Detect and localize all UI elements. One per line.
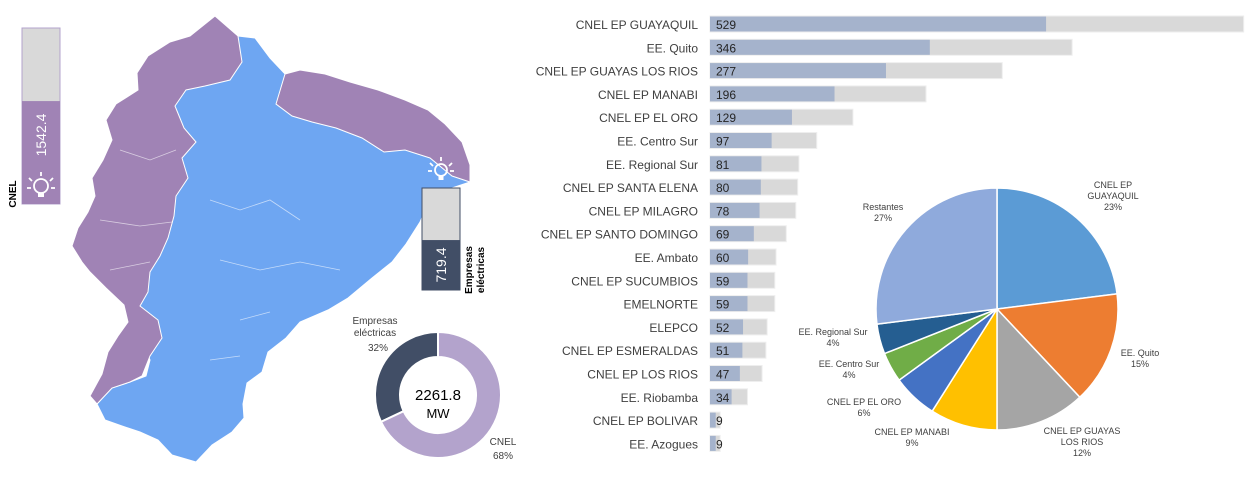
bar-category-label-ee-ambato: EE. Ambato bbox=[635, 251, 699, 265]
bar-cnel-ep-sucumbios bbox=[710, 272, 748, 288]
map-region-cnel-northeast bbox=[275, 69, 471, 183]
donut-label-cnel-pct: 68% bbox=[493, 451, 513, 462]
pie-label-cnel-ep-manabi: CNEL EP MANABI 9% bbox=[874, 427, 949, 448]
pie-slice-cnel-ep-guayaquil bbox=[996, 187, 1118, 310]
map-region-cnel-coast bbox=[71, 15, 243, 405]
pie-chart: CNEL EP GUAYAQUIL 23% EE. Quito 15% CNEL EP G… bbox=[798, 180, 1159, 458]
donut-label-empresas-line1: Empresas bbox=[352, 316, 397, 327]
pie-label-ee-centro-sur: EE. Centro Sur 4% bbox=[819, 359, 880, 380]
bar-category-label-ee-azogues: EE. Azogues bbox=[629, 437, 698, 451]
bar-ee-azogues bbox=[710, 435, 716, 451]
bar-category-label-cnel-ep-guayas-los-rios: CNEL EP GUAYAS LOS RIOS bbox=[536, 65, 698, 79]
bar-cnel-ep-santo-domingo bbox=[710, 226, 754, 242]
bar-cnel-ep-santa-elena bbox=[710, 179, 761, 195]
bar-category-label-emelnorte: EMELNORTE bbox=[624, 298, 698, 312]
bar-category-label-elepco: ELEPCO bbox=[649, 321, 698, 335]
bar-ee-ambato bbox=[710, 249, 749, 265]
bar-value-label-ee-centro-sur: 97 bbox=[716, 135, 730, 149]
bar-value-label-ee-riobamba: 34 bbox=[716, 391, 730, 405]
bar-cnel-ep-milagro bbox=[710, 202, 760, 218]
bar-value-label-ee-regional-sur: 81 bbox=[716, 158, 730, 172]
bar-cnel-ep-guayaquil bbox=[710, 16, 1047, 32]
bar-ee-quito bbox=[710, 39, 930, 55]
bar-category-label-cnel-ep-sucumbios: CNEL EP SUCUMBIOS bbox=[571, 274, 698, 288]
bar-cnel-ep-el-oro bbox=[710, 109, 792, 125]
pie-label-cnel-ep-guayas-los-rios: CNEL EP GUAYAS LOS RIOS 12% bbox=[1044, 426, 1121, 458]
bar-cnel-ep-esmeraldas bbox=[710, 342, 743, 358]
bar-value-label-cnel-ep-el-oro: 129 bbox=[716, 111, 736, 125]
pie-slice-cnel-ep-guayas-los-rios bbox=[996, 307, 1081, 431]
ecuador-map bbox=[71, 15, 471, 463]
bar-category-label-cnel-ep-los-rios: CNEL EP LOS RIOS bbox=[587, 368, 698, 382]
bar-category-label-ee-centro-sur: EE. Centro Sur bbox=[617, 135, 698, 149]
donut-label-empresas-pct: 32% bbox=[368, 343, 388, 354]
bar-value-label-cnel-ep-guayas-los-rios: 277 bbox=[716, 65, 736, 79]
bar-value-label-ee-azogues: 9 bbox=[716, 437, 723, 451]
gauge-empresas: 719.4 Empresas eléctricas bbox=[421, 157, 487, 294]
lightbulb-icon bbox=[428, 157, 454, 180]
pie-slice-restantes bbox=[875, 187, 998, 326]
donut-segment-cnel bbox=[379, 330, 502, 459]
bar-value-label-cnel-ep-santo-domingo: 69 bbox=[716, 228, 730, 242]
gauge-cnel-fill bbox=[22, 101, 60, 204]
pie-label-restantes: Restantes 27% bbox=[863, 202, 904, 223]
bar-cnel-ep-manabi bbox=[710, 86, 835, 102]
bar-ee-centro-sur bbox=[710, 133, 772, 148]
donut-label-cnel: CNEL bbox=[490, 437, 517, 448]
bar-cnel-ep-bolivar bbox=[710, 412, 716, 428]
bar-value-label-cnel-ep-milagro: 78 bbox=[716, 204, 730, 218]
bar-category-label-cnel-ep-esmeraldas: CNEL EP ESMERALDAS bbox=[562, 344, 698, 358]
donut-segment-empresas bbox=[374, 330, 439, 424]
pie-label-ee-quito: EE. Quito 15% bbox=[1121, 348, 1160, 369]
gauge-cnel: 1542.4 CNEL bbox=[8, 27, 61, 208]
pie-label-ee-regional-sur: EE. Regional Sur 4% bbox=[798, 327, 867, 348]
gauge-empresas-label-line2: eléctricas bbox=[476, 246, 487, 293]
bar-emelnorte bbox=[710, 296, 748, 312]
map-province-lines bbox=[99, 149, 341, 361]
pie-label-cnel-ep-guayaquil: CNEL EP GUAYAQUIL 23% bbox=[1087, 180, 1138, 212]
bar-value-label-cnel-ep-esmeraldas: 51 bbox=[716, 344, 730, 358]
bar-value-label-cnel-ep-bolivar: 9 bbox=[716, 414, 723, 428]
bar-value-label-elepco: 52 bbox=[716, 321, 730, 335]
gauge-cnel-value: 1542.4 bbox=[33, 113, 49, 156]
bar-category-label-cnel-ep-bolivar: CNEL EP BOLIVAR bbox=[593, 414, 698, 428]
bar-value-label-cnel-ep-santa-elena: 80 bbox=[716, 181, 730, 195]
donut-chart: 2261.8 MW Empresas eléctricas 32% CNEL 6… bbox=[352, 316, 516, 462]
bar-elepco bbox=[710, 319, 744, 335]
pie-label-cnel-ep-el-oro: CNEL EP EL ORO 6% bbox=[827, 397, 901, 418]
bar-value-label-ee-ambato: 60 bbox=[716, 251, 730, 265]
gauge-empresas-value: 719.4 bbox=[433, 247, 449, 282]
bar-category-label-ee-quito: EE. Quito bbox=[647, 41, 699, 55]
gauge-empresas-label-line1: Empresas bbox=[464, 246, 475, 294]
bar-category-label-cnel-ep-el-oro: CNEL EP EL ORO bbox=[599, 111, 698, 125]
donut-center-value: 2261.8 bbox=[415, 387, 461, 404]
bar-value-label-cnel-ep-guayaquil: 529 bbox=[716, 18, 736, 32]
lightbulb-icon bbox=[27, 172, 55, 197]
bar-category-label-cnel-ep-guayaquil: CNEL EP GUAYAQUIL bbox=[576, 18, 699, 32]
bar-value-label-cnel-ep-los-rios: 47 bbox=[716, 368, 730, 382]
bar-ee-regional-sur bbox=[710, 156, 762, 172]
bar-category-label-cnel-ep-santo-domingo: CNEL EP SANTO DOMINGO bbox=[541, 228, 698, 242]
donut-label-empresas-line2: eléctricas bbox=[354, 328, 396, 339]
bar-value-label-emelnorte: 59 bbox=[716, 298, 730, 312]
gauge-empresas-fill bbox=[422, 240, 460, 290]
bar-cnel-ep-guayas-los-rios bbox=[710, 63, 886, 79]
bar-value-label-cnel-ep-sucumbios: 59 bbox=[716, 274, 730, 288]
bar-category-label-ee-regional-sur: EE. Regional Sur bbox=[606, 158, 698, 172]
bar-cnel-ep-los-rios bbox=[710, 366, 740, 381]
donut-center-unit: MW bbox=[426, 406, 450, 421]
bar-value-label-cnel-ep-manabi: 196 bbox=[716, 88, 736, 102]
pie-slice-ee-quito bbox=[995, 292, 1119, 399]
bar-value-label-ee-quito: 346 bbox=[716, 41, 736, 55]
bar-ee-riobamba bbox=[710, 389, 732, 405]
bar-category-label-cnel-ep-santa-elena: CNEL EP SANTA ELENA bbox=[563, 181, 698, 195]
bar-category-label-cnel-ep-milagro: CNEL EP MILAGRO bbox=[589, 204, 698, 218]
bar-category-label-ee-riobamba: EE. Riobamba bbox=[621, 391, 699, 405]
bar-category-label-cnel-ep-manabi: CNEL EP MANABI bbox=[598, 88, 698, 102]
gauge-cnel-label: CNEL bbox=[8, 180, 19, 207]
